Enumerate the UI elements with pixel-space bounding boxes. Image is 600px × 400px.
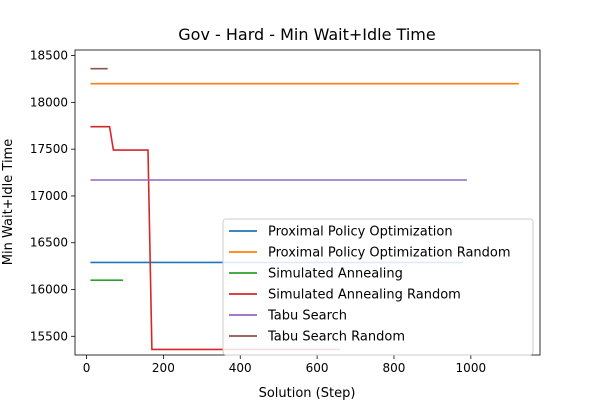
x-tick-label-4: 800 (383, 361, 406, 375)
legend: Proximal Policy Optimization Proximal Pol… (222, 218, 534, 356)
x-tick-label-3: 600 (306, 361, 329, 375)
series-line-3 (90, 125, 341, 351)
legend-label-1: Proximal Policy Optimization Random (268, 246, 511, 261)
legend-label-5: Tabu Search Random (267, 330, 405, 345)
legend-box (222, 218, 534, 356)
x-tick-label-0: 0 (83, 361, 91, 375)
y-tick-label-3: 17000 (30, 189, 68, 203)
legend-label-3: Simulated Annealing Random (268, 288, 461, 303)
y-tick-label-4: 17500 (30, 142, 68, 156)
y-axis-label: Min Wait+Idle Time (1, 139, 16, 265)
x-axis-label: Solution (Step) (259, 386, 356, 400)
y-tick-label-6: 18500 (30, 49, 68, 63)
legend-label-2: Simulated Annealing (268, 267, 403, 282)
legend-label-4: Tabu Search (267, 309, 347, 324)
y-tick-label-2: 16500 (30, 236, 68, 250)
legend-label-0: Proximal Policy Optimization (268, 225, 453, 240)
x-tick-label-5: 1000 (456, 361, 487, 375)
y-tick-label-5: 18000 (30, 95, 68, 109)
x-tick-label-2: 400 (229, 361, 252, 375)
y-tick-label-1: 16000 (30, 283, 68, 297)
chart-title: Gov - Hard - Min Wait+Idle Time (178, 25, 435, 44)
y-tick-label-0: 15500 (30, 329, 68, 343)
x-tick-label-1: 200 (152, 361, 175, 375)
